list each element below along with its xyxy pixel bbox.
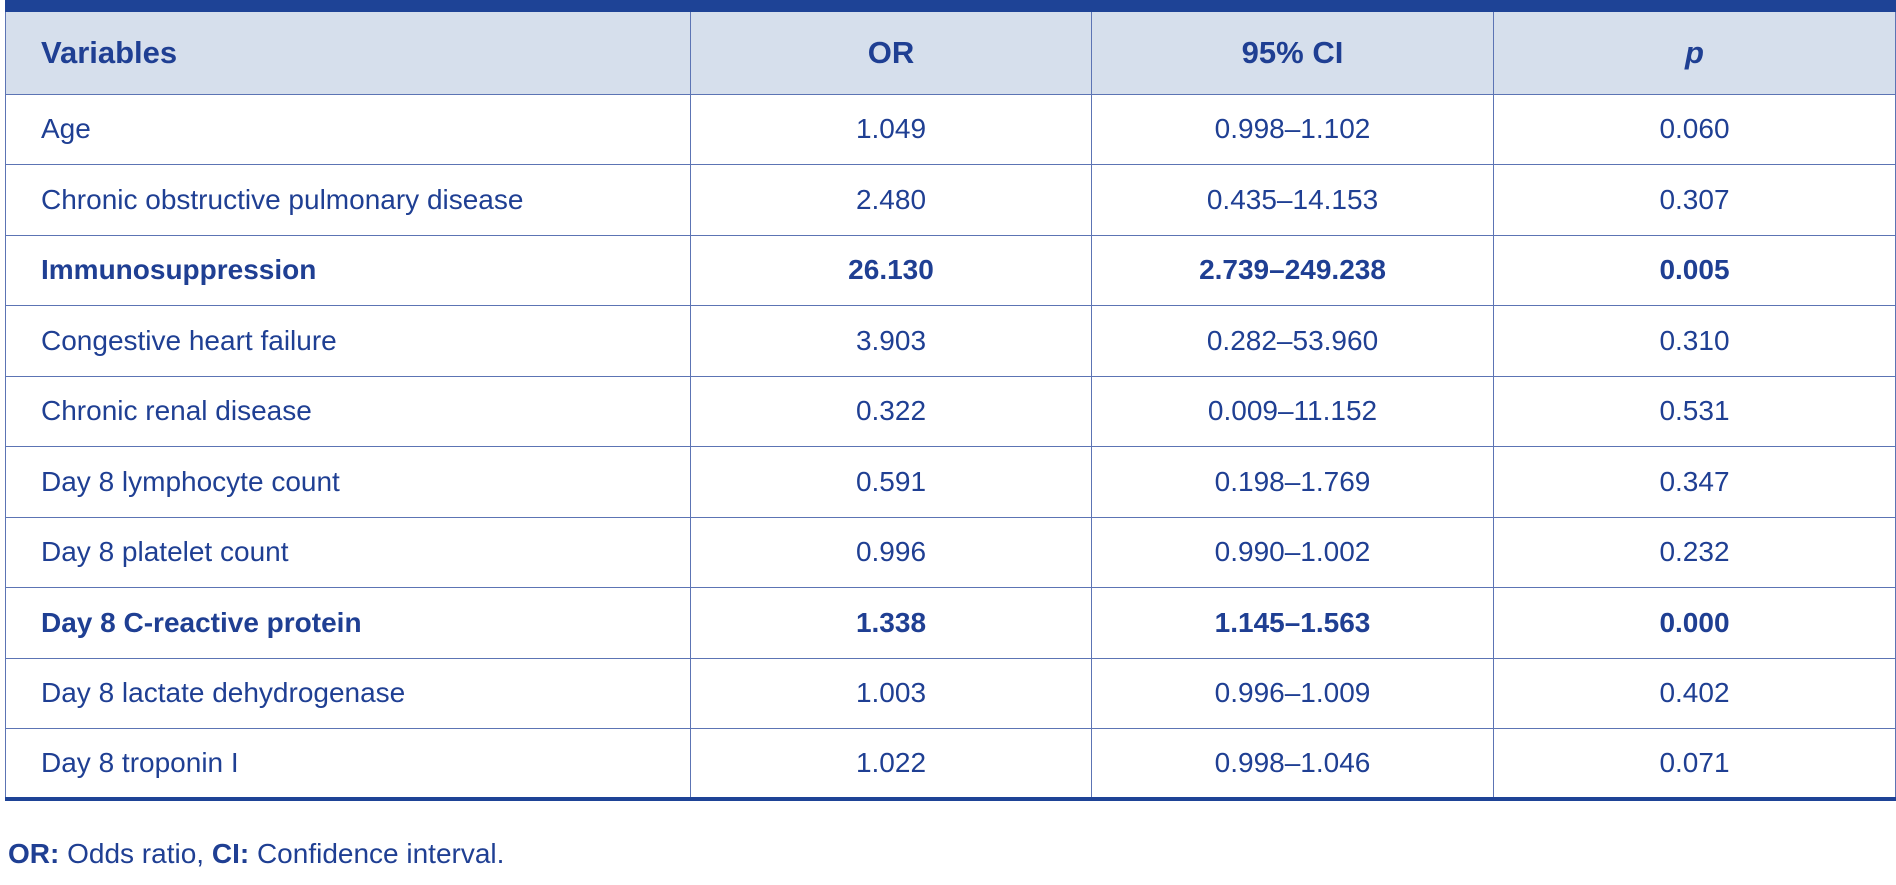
table-header: Variables OR 95% CI p [5, 5, 1896, 95]
header-p: p [1493, 5, 1896, 95]
cell-variable: Day 8 lymphocyte count [5, 446, 691, 518]
cell-p: 0.310 [1493, 305, 1896, 377]
table-row: Day 8 lactate dehydrogenase 1.003 0.996–1.… [5, 657, 1896, 729]
cell-or: 26.130 [690, 234, 1092, 306]
cell-variable: Chronic renal disease [5, 375, 691, 447]
cell-variable: Day 8 C-reactive protein [5, 587, 691, 659]
header-or: OR [690, 5, 1092, 95]
header-variables: Variables [5, 5, 691, 95]
table-row: Chronic renal disease 0.322 0.009–11.152 0.… [5, 375, 1896, 447]
cell-or: 0.322 [690, 375, 1092, 447]
cell-variable: Congestive heart failure [5, 305, 691, 377]
header-p-label: p [1685, 34, 1704, 70]
cell-variable: Day 8 troponin I [5, 728, 691, 800]
table-row: Day 8 lymphocyte count 0.591 0.198–1.769 0.… [5, 446, 1896, 518]
cell-or: 1.049 [690, 93, 1092, 165]
cell-p: 0.307 [1493, 164, 1896, 236]
cell-ci: 0.009–11.152 [1091, 375, 1494, 447]
cell-variable: Immunosuppression [5, 234, 691, 306]
header-ci: 95% CI [1091, 5, 1494, 95]
cell-or: 0.591 [690, 446, 1092, 518]
table-row: Chronic obstructive pulmonary disease 2.4… [5, 164, 1896, 236]
cell-p: 0.347 [1493, 446, 1896, 518]
cell-ci: 0.996–1.009 [1091, 657, 1494, 729]
table-row: Day 8 platelet count 0.996 0.990–1.002 0.23… [5, 516, 1896, 588]
cell-or: 1.022 [690, 728, 1092, 800]
cell-p: 0.402 [1493, 657, 1896, 729]
footnote-ci-abbr: CI: [211, 838, 250, 869]
footnote-ci-text: Confidence interval. [249, 838, 505, 869]
cell-p: 0.232 [1493, 516, 1896, 588]
cell-ci: 1.145–1.563 [1091, 587, 1494, 659]
cell-ci: 0.998–1.102 [1091, 93, 1494, 165]
cell-or: 2.480 [690, 164, 1092, 236]
cell-or: 1.003 [690, 657, 1092, 729]
odds-ratio-table: Variables OR 95% CI p Age 1.049 0.998–1.10… [5, 0, 1896, 801]
table-body: Age 1.049 0.998–1.102 0.060 Chronic obstruct… [5, 93, 1896, 800]
cell-ci: 0.435–14.153 [1091, 164, 1494, 236]
table-row: Immunosuppression 26.130 2.739–249.238 0.00… [5, 234, 1896, 306]
cell-p: 0.000 [1493, 587, 1896, 659]
table-row: Day 8 C-reactive protein 1.338 1.145–1.563… [5, 587, 1896, 659]
table-footnote: OR: Odds ratio, CI: Confidence interval. [8, 838, 504, 870]
cell-p: 0.060 [1493, 93, 1896, 165]
cell-ci: 0.990–1.002 [1091, 516, 1494, 588]
cell-ci: 0.998–1.046 [1091, 728, 1494, 800]
cell-p: 0.531 [1493, 375, 1896, 447]
cell-ci: 0.282–53.960 [1091, 305, 1494, 377]
cell-or: 0.996 [690, 516, 1092, 588]
cell-variable: Age [5, 93, 691, 165]
table-row: Age 1.049 0.998–1.102 0.060 [5, 93, 1896, 165]
cell-or: 1.338 [690, 587, 1092, 659]
footnote-or-text: Odds ratio, [59, 838, 212, 869]
table-row: Congestive heart failure 3.903 0.282–53.96… [5, 305, 1896, 377]
cell-variable: Day 8 lactate dehydrogenase [5, 657, 691, 729]
cell-variable: Chronic obstructive pulmonary disease [5, 164, 691, 236]
cell-p: 0.071 [1493, 728, 1896, 800]
cell-p: 0.005 [1493, 234, 1896, 306]
footnote-or-abbr: OR: [8, 838, 60, 869]
cell-variable: Day 8 platelet count [5, 516, 691, 588]
table-container: Variables OR 95% CI p Age 1.049 0.998–1.10… [5, 0, 1896, 801]
cell-ci: 0.198–1.769 [1091, 446, 1494, 518]
cell-or: 3.903 [690, 305, 1092, 377]
table-row: Day 8 troponin I 1.022 0.998–1.046 0.071 [5, 728, 1896, 800]
header-row: Variables OR 95% CI p [5, 5, 1896, 95]
cell-ci: 2.739–249.238 [1091, 234, 1494, 306]
